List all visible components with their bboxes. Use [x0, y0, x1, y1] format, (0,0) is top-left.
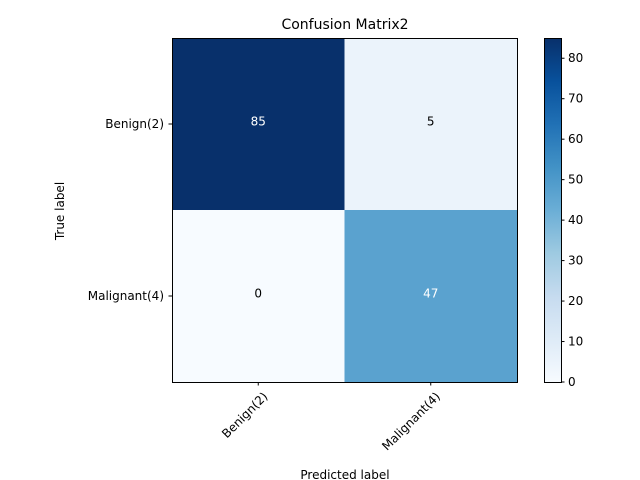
colorbar-tick-label: 20	[568, 294, 583, 308]
cell-value-label: 85	[251, 115, 266, 129]
colorbar-tick-label: 30	[568, 254, 583, 268]
x-axis-label: Predicted label	[300, 468, 389, 480]
matrix-cells	[172, 38, 518, 383]
colorbar-tick-label: 80	[568, 51, 583, 65]
y-tick-label: Malignant(4)	[88, 289, 164, 303]
plot-frame	[172, 38, 518, 383]
colorbar-ticks: 0 10 20 30 40 50 60 70 80	[561, 51, 583, 389]
x-axis-ticks: Benign(2) Malignant(4)	[219, 382, 443, 453]
cell-value-label: 5	[427, 115, 435, 129]
chart-title: Confusion Matrix2	[281, 17, 408, 33]
colorbar-tick-label: 70	[568, 92, 583, 106]
matrix-cell-r0-c0	[172, 38, 345, 211]
y-axis-label: True label	[53, 182, 67, 241]
matrix-cell-r0-c1	[344, 38, 518, 211]
colorbar	[544, 38, 562, 383]
matrix-cell-r1-c0	[172, 210, 345, 383]
colorbar-tick-label: 10	[568, 335, 583, 349]
matrix-cell-r1-c1	[344, 210, 518, 383]
colorbar-tick-label: 0	[568, 375, 576, 389]
cell-value-label: 47	[423, 287, 438, 301]
x-tick-label: Malignant(4)	[379, 389, 443, 453]
y-axis-ticks: Benign(2) Malignant(4)	[88, 117, 172, 303]
cell-value-label: 0	[254, 287, 262, 301]
colorbar-tick-label: 60	[568, 132, 583, 146]
colorbar-tick-label: 50	[568, 173, 583, 187]
y-tick-label: Benign(2)	[105, 117, 164, 131]
matrix-cell-labels: 85 5 0 47	[251, 115, 439, 301]
colorbar-tick-label: 40	[568, 213, 583, 227]
x-tick-label: Benign(2)	[219, 389, 270, 440]
